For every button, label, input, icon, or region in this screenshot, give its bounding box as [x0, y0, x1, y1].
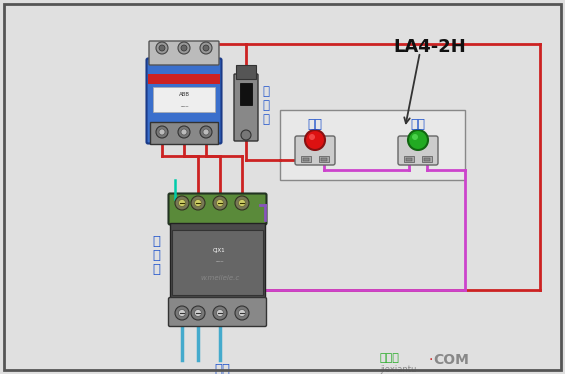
Circle shape [216, 199, 224, 206]
Text: 断
路
器: 断 路 器 [262, 85, 269, 126]
Text: ·: · [428, 353, 432, 367]
Circle shape [200, 126, 212, 138]
Text: jiexiantu: jiexiantu [380, 365, 416, 374]
FancyBboxPatch shape [168, 297, 267, 327]
Bar [150, 122, 218, 144]
Circle shape [191, 306, 205, 320]
Circle shape [213, 196, 227, 210]
Bar [172, 230, 263, 295]
Text: 接线图: 接线图 [380, 353, 400, 363]
Circle shape [179, 199, 185, 206]
Circle shape [181, 45, 187, 51]
Circle shape [412, 134, 418, 140]
Text: ABB: ABB [179, 92, 189, 96]
Circle shape [194, 310, 202, 316]
FancyBboxPatch shape [295, 136, 335, 165]
Text: COM: COM [433, 353, 469, 367]
Bar [240, 83, 252, 105]
Text: ___: ___ [215, 258, 223, 263]
Bar [422, 156, 432, 162]
Text: 接
触
器: 接 触 器 [152, 235, 160, 276]
Bar [404, 156, 414, 162]
Text: 启动: 启动 [411, 118, 425, 131]
Bar [406, 158, 412, 161]
FancyBboxPatch shape [146, 58, 221, 144]
Bar [170, 223, 265, 298]
Circle shape [159, 129, 165, 135]
Text: 停止: 停止 [307, 118, 323, 131]
Circle shape [181, 129, 187, 135]
Circle shape [194, 199, 202, 206]
Text: 负载: 负载 [214, 363, 230, 374]
Bar [321, 158, 327, 161]
Circle shape [178, 126, 190, 138]
Circle shape [238, 199, 246, 206]
Circle shape [200, 42, 212, 54]
Circle shape [178, 42, 190, 54]
Circle shape [203, 129, 209, 135]
Bar [148, 74, 220, 84]
Circle shape [238, 310, 246, 316]
Circle shape [235, 306, 249, 320]
FancyBboxPatch shape [234, 74, 258, 141]
Circle shape [216, 310, 224, 316]
Bar [303, 158, 309, 161]
Bar [319, 156, 329, 162]
Circle shape [156, 42, 168, 54]
Bar [424, 158, 430, 161]
Circle shape [156, 126, 168, 138]
FancyBboxPatch shape [149, 41, 219, 65]
FancyBboxPatch shape [168, 193, 267, 224]
Circle shape [191, 196, 205, 210]
Circle shape [175, 306, 189, 320]
Circle shape [309, 134, 315, 140]
Circle shape [159, 45, 165, 51]
Bar [301, 156, 311, 162]
Circle shape [241, 130, 251, 140]
Bar [236, 65, 256, 79]
Circle shape [203, 45, 209, 51]
FancyBboxPatch shape [398, 136, 438, 165]
Text: CJX1: CJX1 [212, 248, 225, 252]
Text: ___: ___ [180, 101, 188, 107]
Text: LA4-2H: LA4-2H [394, 38, 466, 56]
Circle shape [305, 130, 325, 150]
Circle shape [213, 306, 227, 320]
Circle shape [235, 196, 249, 210]
Circle shape [408, 130, 428, 150]
Circle shape [179, 310, 185, 316]
Text: w.meilele.c: w.meilele.c [200, 275, 239, 281]
Bar [280, 110, 465, 180]
Circle shape [175, 196, 189, 210]
Bar [153, 87, 215, 112]
